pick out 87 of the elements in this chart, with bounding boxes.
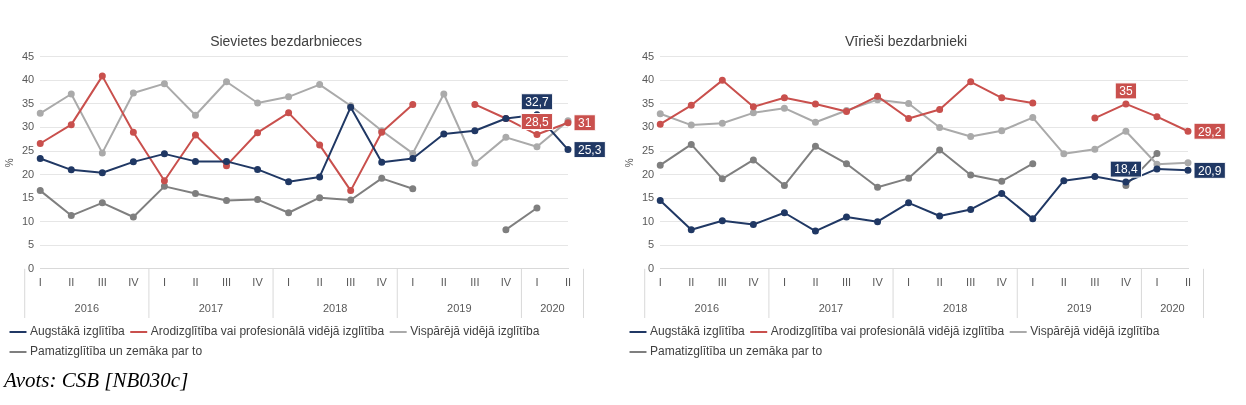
x-tick-label: IV: [1120, 276, 1132, 289]
x-tick-label: IV: [252, 276, 264, 289]
text: 2017: [198, 302, 224, 315]
legend-label: Vispārējā vidējā izglītība: [1030, 324, 1160, 339]
y-tick-label: 45: [641, 49, 655, 62]
x-tick-label: II: [812, 276, 819, 289]
y-tick-label: 20: [641, 167, 655, 180]
text: 2016: [694, 302, 720, 315]
data-label: 18,4: [1114, 162, 1138, 177]
chart-title: Vīrieši bezdarbnieki: [844, 33, 968, 50]
x-tick-label: III: [97, 276, 107, 289]
legend-label: Vispārējā vidējā izglītība: [410, 324, 540, 339]
y-tick-label: 40: [21, 73, 35, 86]
y-axis-title: %: [3, 158, 15, 168]
x-tick-label: II: [68, 276, 75, 289]
x-tick-label: III: [221, 276, 232, 289]
text: 2020: [540, 302, 565, 315]
legend-label: Pamatizglītība un zemāka par to: [30, 344, 203, 359]
data-label: 20,9: [1198, 163, 1222, 178]
text: 2017: [818, 302, 844, 315]
x-tick-label: II: [688, 276, 695, 289]
x-tick-label: I: [535, 276, 539, 289]
x-tick-label: II: [1060, 276, 1067, 289]
chart-title: Sievietes bezdarbnieces: [210, 33, 362, 50]
text: 2018: [942, 302, 968, 315]
y-tick-label: 35: [21, 96, 35, 109]
y-tick-label: 40: [641, 73, 655, 86]
data-label: 35: [1119, 84, 1133, 99]
legend-label: Pamatizglītība un zemāka par to: [650, 344, 823, 359]
x-tick-label: III: [717, 276, 727, 289]
x-tick-label: IV: [500, 276, 512, 289]
legend-label: Arodizglītība vai profesionālā vidējā izglītība: [150, 324, 385, 339]
y-tick-label: 15: [21, 191, 35, 204]
x-tick-label: I: [38, 276, 42, 289]
text: 2020: [1160, 302, 1185, 315]
y-tick-label: 0: [648, 261, 655, 274]
y-tick-label: 20: [21, 167, 35, 180]
y-tick-label: 10: [641, 214, 655, 227]
y-tick-label: 25: [641, 144, 655, 157]
x-tick-label: II: [192, 276, 199, 289]
x-tick-label: I: [907, 276, 911, 289]
y-tick-label: 15: [641, 191, 655, 204]
x-tick-label: II: [316, 276, 323, 289]
data-label: 29,2: [1198, 124, 1222, 139]
legend-label: Arodizglītība vai profesionālā vidējā izglītība: [770, 324, 1005, 339]
y-tick-label: 30: [21, 120, 35, 133]
x-tick-label: IV: [128, 276, 140, 289]
text: 2019: [1067, 302, 1092, 315]
y-tick-label: 5: [648, 238, 655, 251]
x-tick-label: II: [1184, 276, 1192, 289]
x-tick-label: I: [782, 276, 786, 289]
x-tick-label: IV: [376, 276, 388, 289]
data-label: 31: [577, 116, 592, 131]
x-tick-label: IV: [748, 276, 760, 289]
x-tick-label: IV: [996, 276, 1008, 289]
x-tick-label: II: [564, 276, 572, 289]
text: 2018: [322, 302, 348, 315]
legend-label: Augstākā izglītība: [650, 324, 746, 339]
data-label: 32,7: [525, 95, 549, 110]
x-tick-label: I: [1031, 276, 1035, 289]
x-tick-label: I: [162, 276, 166, 289]
y-tick-label: 0: [28, 261, 35, 274]
x-tick-label: II: [936, 276, 943, 289]
x-tick-label: I: [411, 276, 415, 289]
data-label: 25,3: [578, 142, 602, 157]
x-tick-label: III: [346, 276, 356, 289]
text: 2019: [447, 302, 472, 315]
x-tick-label: I: [658, 276, 662, 289]
x-tick-label: I: [1155, 276, 1159, 289]
y-tick-label: 35: [641, 96, 655, 109]
x-tick-label: III: [470, 276, 480, 289]
x-tick-label: III: [966, 276, 976, 289]
x-tick-label: II: [440, 276, 447, 289]
x-tick-label: III: [841, 276, 852, 289]
y-tick-label: 30: [641, 120, 655, 133]
legend-label: Augstākā izglītība: [30, 324, 126, 339]
text: Avots: CSB [NB030c]: [4, 368, 189, 393]
data-label: 28,5: [525, 114, 549, 129]
x-tick-label: I: [287, 276, 291, 289]
text: 2016: [74, 302, 100, 315]
y-tick-label: 45: [21, 49, 35, 62]
y-tick-label: 25: [21, 144, 35, 157]
y-axis-title: %: [623, 158, 635, 168]
y-tick-label: 10: [21, 214, 35, 227]
y-tick-label: 5: [28, 238, 35, 251]
x-tick-label: IV: [872, 276, 884, 289]
x-tick-label: III: [1090, 276, 1100, 289]
